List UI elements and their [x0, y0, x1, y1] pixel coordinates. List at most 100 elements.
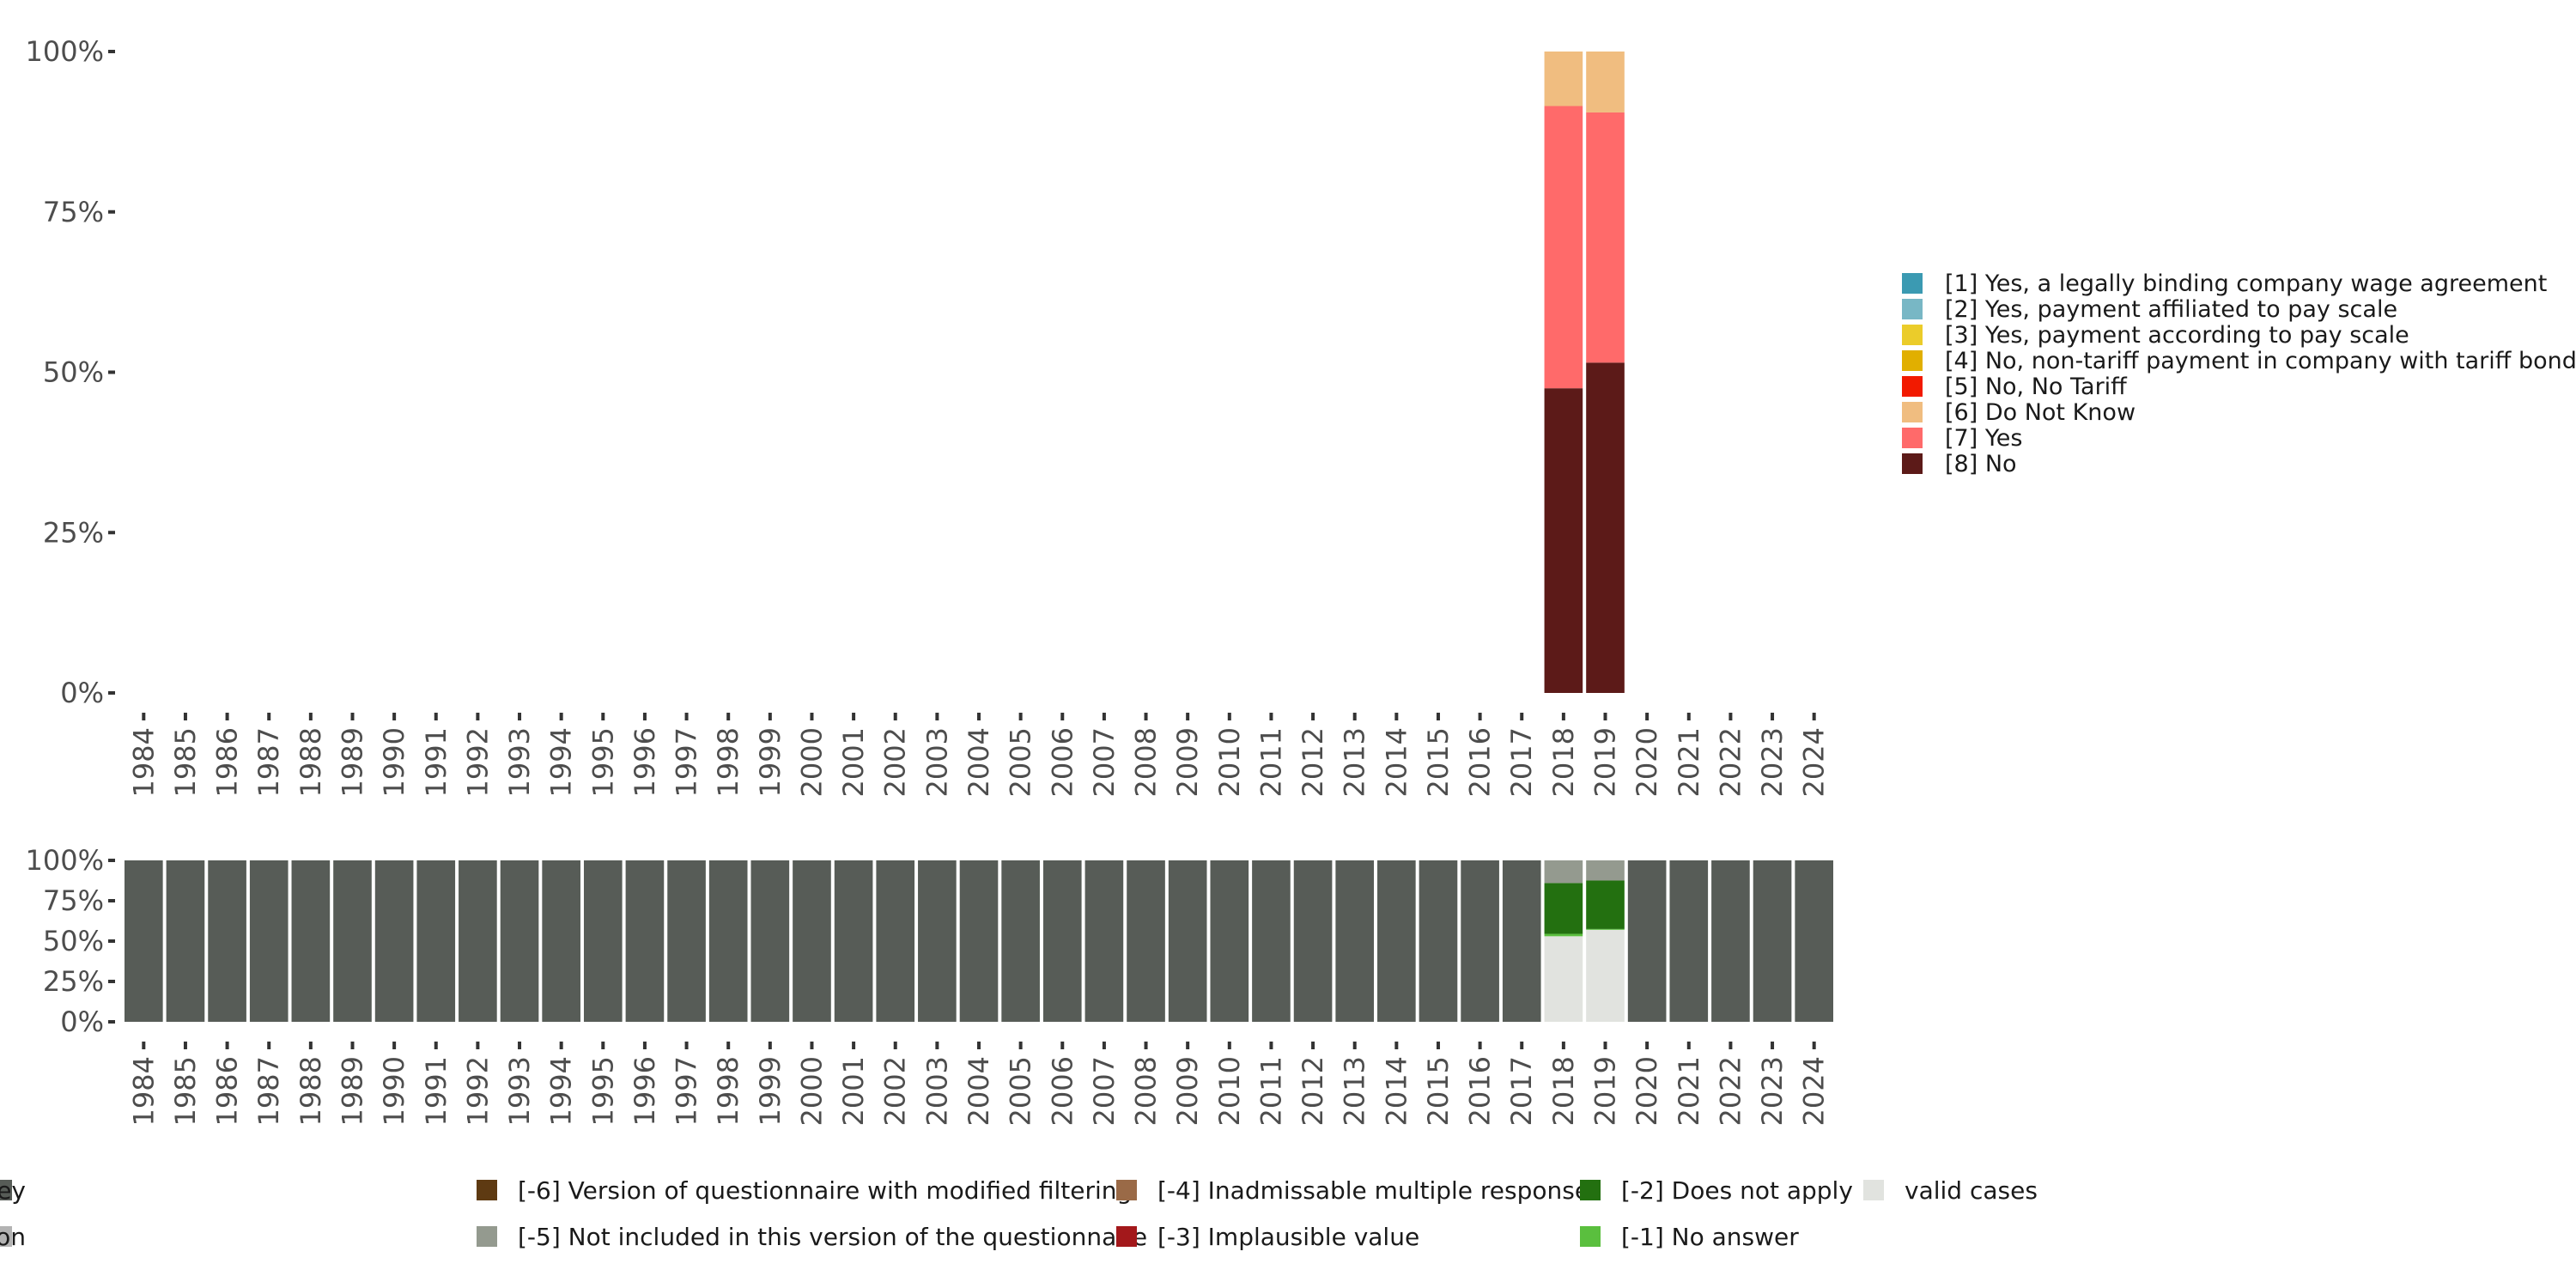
x-tick-label: 2004: [963, 1056, 995, 1126]
x-tick-label: 1994: [545, 1056, 578, 1126]
legend-swatch-6-version-of-questionnaire-with-modified-filtering: [477, 1180, 497, 1200]
bar-8-question-this-year-not-part-of-survey-2001: [834, 860, 873, 1022]
x-tick-label: 1992: [461, 727, 494, 797]
x-tick-label: 2010: [1213, 1056, 1246, 1126]
legend-label: [3] Yes, payment according to pay scale: [1945, 322, 2409, 349]
y-tick-label: 50%: [43, 356, 104, 389]
x-tick-label: 1985: [169, 727, 202, 797]
x-tick-label: 2002: [879, 727, 912, 797]
legend-label: [-7] Only available in less restricted e…: [0, 1223, 26, 1251]
x-tick-label: 1999: [754, 727, 787, 797]
bar-8-question-this-year-not-part-of-survey-1991: [416, 860, 456, 1022]
legend-label: [4] No, non-tariff payment in company wi…: [1945, 348, 2576, 374]
x-tick-label: 2016: [1464, 1056, 1497, 1126]
legend-label: [-3] Implausible value: [1157, 1223, 1419, 1251]
bar-2-does-not-apply-2018: [1544, 883, 1583, 934]
bar-8-question-this-year-not-part-of-survey-1985: [166, 860, 205, 1022]
bar-8-question-this-year-not-part-of-survey-1998: [708, 860, 748, 1022]
x-tick-label: 1997: [671, 727, 703, 797]
x-tick-label: 1993: [503, 727, 536, 797]
bottom-chart: 0% 25% 50% 75% 100% 1984 1985 1986 1987 1988 1989 1…: [26, 844, 1833, 1126]
x-tick-label: 2007: [1088, 727, 1121, 797]
x-tick-label: 1985: [169, 1056, 202, 1126]
legend-label: [6] Do Not Know: [1945, 399, 2136, 426]
x-tick-label: 1996: [629, 1056, 661, 1126]
bar-8-question-this-year-not-part-of-survey-1987: [249, 860, 289, 1022]
bar-8-question-this-year-not-part-of-survey-2021: [1669, 860, 1709, 1022]
x-tick-label: 2008: [1130, 727, 1163, 797]
top-chart: 0% 25% 50% 75% 100% 1984 1985 1986 1987 1988 1989 1…: [26, 35, 1831, 797]
x-tick-label: 1986: [211, 727, 244, 797]
bar-8-question-this-year-not-part-of-survey-2003: [918, 860, 957, 1022]
legend-label: [-6] Version of questionnaire with modif…: [518, 1176, 1132, 1205]
x-tick-label: 2003: [920, 1056, 953, 1126]
x-tick-label: 2012: [1297, 727, 1329, 797]
x-tick-label: 2022: [1714, 727, 1747, 797]
x-tick-label: 1984: [127, 727, 160, 797]
x-tick-label: 2017: [1505, 1056, 1538, 1126]
x-tick-label: 1990: [378, 1056, 410, 1126]
bar-8-question-this-year-not-part-of-survey-2009: [1168, 860, 1207, 1022]
bottom-legend: [-8] Question this year not part of surv…: [0, 1176, 2038, 1251]
y-tick-label: 0%: [60, 677, 104, 709]
x-tick-label: 2023: [1756, 1056, 1789, 1126]
legend-swatch-3-implausible-value: [1116, 1226, 1137, 1247]
x-tick-label: 2013: [1339, 727, 1371, 797]
bar-8-question-this-year-not-part-of-survey-2006: [1042, 860, 1082, 1022]
x-tick-label: 2009: [1171, 1056, 1204, 1126]
legend-label: [5] No, No Tariff: [1945, 374, 2128, 400]
x-tick-label: 2015: [1422, 727, 1455, 797]
legend-swatch-8-no: [1902, 453, 1923, 474]
bar-8-question-this-year-not-part-of-survey-1997: [667, 860, 706, 1022]
legend-swatch-7-only-available-in-less-restricted-edition: [0, 1226, 12, 1247]
legend-swatch-4-inadmissable-multiple-response: [1116, 1180, 1137, 1200]
x-tick-label: 2008: [1130, 1056, 1163, 1126]
bar-8-question-this-year-not-part-of-survey-1988: [291, 860, 331, 1022]
bar-8-question-this-year-not-part-of-survey-2015: [1419, 860, 1458, 1022]
x-tick-label: 1991: [420, 727, 453, 797]
y-tick-label: 25%: [43, 516, 104, 549]
x-tick-label: 2018: [1547, 727, 1580, 797]
x-tick-label: 2009: [1171, 727, 1204, 797]
legend-label: [-8] Question this year not part of surv…: [0, 1176, 26, 1205]
bar-8-question-this-year-not-part-of-survey-1996: [625, 860, 665, 1022]
x-tick-label: 2014: [1380, 727, 1413, 797]
x-tick-label: 2012: [1297, 1056, 1329, 1126]
x-tick-label: 2023: [1756, 727, 1789, 797]
legend-label: [2] Yes, payment affiliated to pay scale: [1945, 296, 2397, 323]
legend-swatch-2-yes-payment-affiliated-to-pay-scale: [1902, 299, 1923, 319]
x-tick-label: 1988: [295, 1056, 327, 1126]
bar-8-question-this-year-not-part-of-survey-1986: [208, 860, 246, 1022]
x-tick-label: 2006: [1046, 727, 1078, 797]
bar-6-do-not-know-2018: [1544, 52, 1583, 106]
bar-8-question-this-year-not-part-of-survey-2013: [1335, 860, 1375, 1022]
x-tick-label: 2011: [1255, 1056, 1287, 1126]
bar-8-question-this-year-not-part-of-survey-2005: [1001, 860, 1040, 1022]
legend-label: [-4] Inadmissable multiple response: [1157, 1176, 1589, 1205]
legend-label: valid cases: [1905, 1176, 2038, 1205]
x-tick-label: 1999: [754, 1056, 787, 1126]
x-tick-label: 2015: [1422, 1056, 1455, 1126]
x-tick-label: 2005: [1005, 727, 1037, 797]
bar-1-no-answer-2019: [1586, 928, 1625, 930]
legend-swatch-5-no-no-tariff: [1902, 376, 1923, 397]
bar-5-not-included-in-this-version-of-the-questionnaire-2018: [1544, 860, 1583, 884]
legend-swatch-4-no-non-tariff-payment-in-company-with-tariff-bond: [1902, 350, 1923, 371]
bar-8-question-this-year-not-part-of-survey-2016: [1461, 860, 1499, 1022]
legend-swatch-1-no-answer: [1580, 1226, 1601, 1247]
bar-7-yes-2019: [1586, 112, 1625, 363]
x-tick-label: 1992: [461, 1056, 494, 1126]
x-tick-label: 2021: [1673, 727, 1705, 797]
x-tick-label: 1995: [586, 727, 619, 797]
x-tick-label: 1998: [712, 1056, 744, 1126]
x-tick-label: 2018: [1547, 1056, 1580, 1126]
bar-5-not-included-in-this-version-of-the-questionnaire-2019: [1586, 860, 1625, 881]
x-tick-label: 2016: [1464, 727, 1497, 797]
x-tick-label: 1991: [420, 1056, 453, 1126]
legend-label: [1] Yes, a legally binding company wage …: [1945, 270, 2547, 297]
x-tick-label: 2021: [1673, 1056, 1705, 1126]
x-tick-label: 2022: [1714, 1056, 1747, 1126]
x-tick-label: 2003: [920, 727, 953, 797]
x-tick-label: 1986: [211, 1056, 244, 1126]
